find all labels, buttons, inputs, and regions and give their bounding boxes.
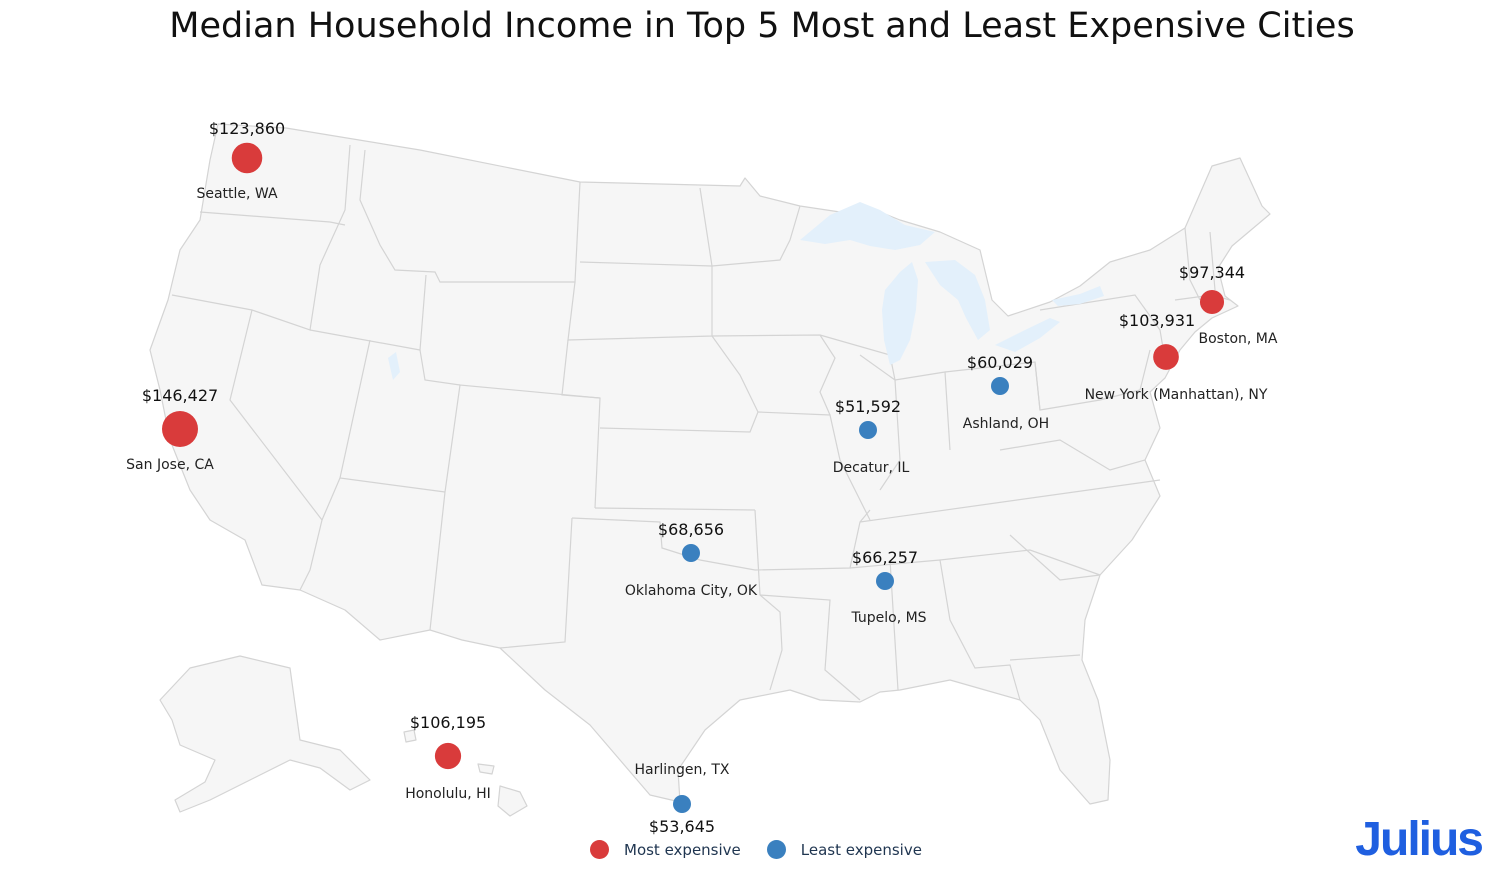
marker-seattle-wa[interactable] xyxy=(231,142,263,174)
city-label-honolulu-hi: Honolulu, HI xyxy=(405,786,491,802)
marker-san-jose-ca[interactable] xyxy=(162,411,198,447)
great-salt-lake xyxy=(388,352,400,380)
value-label-new-york-manhattan-ny: $103,931 xyxy=(1119,311,1195,330)
value-label-ashland-oh: $60,029 xyxy=(967,353,1033,372)
city-label-decatur-il: Decatur, IL xyxy=(833,460,910,476)
marker-honolulu-hi[interactable] xyxy=(434,742,462,770)
chart-title: Median Household Income in Top 5 Most an… xyxy=(169,6,1355,46)
city-markers: $146,427 San Jose, CA $123,860 Seattle, WA $… xyxy=(126,119,1278,836)
lake-superior xyxy=(800,202,935,250)
lake-ontario xyxy=(1052,286,1104,306)
hawaii-maui xyxy=(477,763,495,775)
city-label-san-jose-ca: San Jose, CA xyxy=(126,457,214,473)
city-label-new-york-manhattan-ny: New York (Manhattan), NY xyxy=(1085,387,1268,403)
legend-least-label: Least expensive xyxy=(800,840,922,859)
marker-new-york-manhattan-ny[interactable] xyxy=(1153,344,1179,370)
legend-least-swatch xyxy=(766,840,786,859)
hawaii-kauai xyxy=(403,729,417,743)
lake-michigan xyxy=(882,262,918,365)
city-label-ashland-oh: Ashland, OH xyxy=(963,416,1049,432)
lake-erie xyxy=(995,318,1060,352)
legend-most-swatch xyxy=(590,840,609,859)
brand-logo: Julius xyxy=(1355,813,1484,866)
legend-item-most[interactable]: Most expensive xyxy=(590,840,741,859)
value-label-oklahoma-city-ok: $68,656 xyxy=(658,520,724,539)
city-label-oklahoma-city-ok: Oklahoma City, OK xyxy=(625,583,758,599)
value-label-boston-ma: $97,344 xyxy=(1179,263,1245,282)
value-label-san-jose-ca: $146,427 xyxy=(142,386,218,405)
alaska-outline xyxy=(159,655,371,813)
city-label-boston-ma: Boston, MA xyxy=(1199,331,1278,347)
city-label-harlingen-tx: Harlingen, TX xyxy=(635,762,730,778)
value-label-honolulu-hi: $106,195 xyxy=(410,713,486,732)
value-label-decatur-il: $51,592 xyxy=(835,397,901,416)
contiguous-us-outline xyxy=(149,123,1271,805)
city-label-tupelo-ms: Tupelo, MS xyxy=(850,610,926,626)
marker-decatur-il[interactable] xyxy=(859,421,877,439)
lake-huron xyxy=(925,260,990,340)
marker-ashland-oh[interactable] xyxy=(991,377,1009,395)
land-layer xyxy=(149,123,1271,817)
value-label-harlingen-tx: $53,645 xyxy=(649,817,715,836)
value-label-tupelo-ms: $66,257 xyxy=(852,548,918,567)
marker-harlingen-tx[interactable] xyxy=(673,795,691,813)
legend-item-least[interactable]: Least expensive xyxy=(766,840,922,859)
legend: Most expensive Least expensive xyxy=(590,840,948,859)
marker-oklahoma-city-ok[interactable] xyxy=(682,544,700,562)
city-label-seattle-wa: Seattle, WA xyxy=(196,186,278,202)
marker-tupelo-ms[interactable] xyxy=(876,572,894,590)
marker-boston-ma[interactable] xyxy=(1199,289,1225,315)
value-label-seattle-wa: $123,860 xyxy=(209,119,285,138)
legend-most-label: Most expensive xyxy=(624,840,741,859)
hawaii-big-island xyxy=(497,785,528,817)
